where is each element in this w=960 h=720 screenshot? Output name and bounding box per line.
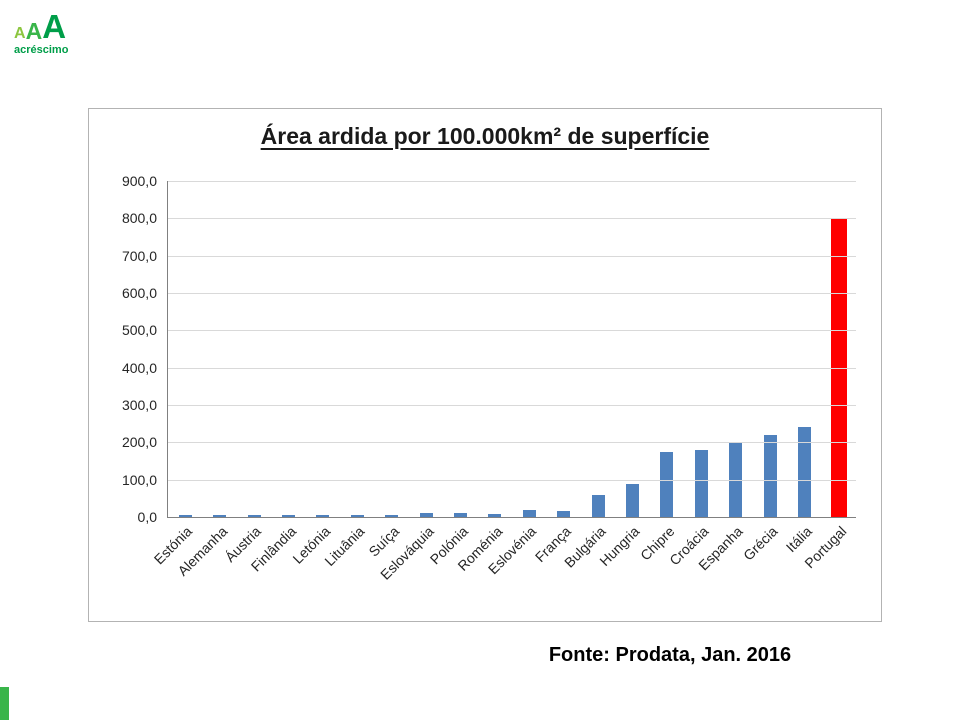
- logo-letter-large: A: [42, 8, 67, 45]
- bar-áustria: [247, 515, 261, 517]
- gridline: [168, 479, 856, 481]
- bar-alemanha: [213, 515, 227, 517]
- logo-letter-small: A: [14, 25, 26, 43]
- y-axis-tick-label: 500,0: [121, 322, 157, 339]
- bar-slot: [650, 451, 684, 517]
- bar-grécia: [763, 434, 777, 517]
- acrescimo-logo: A A A acréscimo: [14, 8, 69, 56]
- bar-slot: [512, 510, 546, 517]
- green-corner-decoration: [0, 687, 9, 720]
- bar-lituânia: [350, 515, 364, 517]
- logo-letters: A A A: [14, 8, 68, 45]
- plot-area: [167, 181, 856, 518]
- y-axis-tick-label: 100,0: [121, 471, 157, 488]
- gridline: [168, 442, 856, 444]
- logo-letter-medium: A: [25, 18, 43, 44]
- source-caption: Fonte: Prodata, Jan. 2016: [548, 644, 792, 666]
- bar-eslovénia: [522, 510, 536, 517]
- bar-slot: [202, 515, 236, 517]
- y-axis-tick-label: 400,0: [121, 359, 157, 376]
- bar-slot: [443, 513, 477, 517]
- gridline: [168, 293, 856, 294]
- x-axis-labels: Estónia Alemanha Áustria Finlândia Letónia Li…: [151, 517, 855, 621]
- bar-slot: [168, 515, 202, 517]
- y-axis-tick-label: 900,0: [121, 173, 157, 189]
- y-axis-tick-label: 300,0: [121, 397, 157, 413]
- bar-slot: [409, 513, 443, 517]
- chart-title: Área ardida por 100.000km² de superfície: [260, 123, 710, 149]
- bar-bulgária: [591, 494, 605, 517]
- bar-slot: [478, 514, 512, 517]
- y-axis-tick-label: 800,0: [121, 210, 157, 227]
- bar-letónia: [316, 515, 330, 517]
- y-axis-tick-label: 0,0: [137, 509, 157, 525]
- bar-polónia: [453, 513, 467, 517]
- gridline: [168, 405, 856, 406]
- gridline: [168, 255, 856, 257]
- bar-croácia: [694, 449, 708, 517]
- bar-slot: [237, 515, 271, 517]
- bar-hungria: [625, 484, 639, 517]
- bar-slot: [546, 510, 580, 517]
- y-axis-tick-label: 600,0: [121, 285, 157, 301]
- bar-slot: [787, 427, 821, 517]
- x-axis-tick-label: Grécia: [739, 523, 781, 564]
- bar-slot: [374, 514, 408, 517]
- bar-slot: [340, 515, 374, 517]
- chart-frame: Área ardida por 100.000km² de superfície…: [88, 108, 882, 622]
- bar-slot: [615, 484, 649, 517]
- bars-container: [168, 181, 856, 517]
- bar-frança: [557, 510, 571, 517]
- bar-itália: [798, 427, 812, 517]
- bar-slot: [753, 434, 787, 517]
- bar-suíça: [385, 514, 399, 517]
- bar-estónia: [178, 515, 192, 517]
- bar-finlândia: [281, 515, 295, 517]
- bar-roménia: [488, 514, 502, 517]
- bar-slot: [684, 449, 718, 517]
- bar-chipre: [660, 451, 674, 517]
- y-axis-tick-label: 700,0: [121, 247, 157, 264]
- bar-eslováquia: [419, 513, 433, 517]
- bar-slot: [581, 494, 615, 517]
- bar-slot: [306, 515, 340, 517]
- y-axis-tick-label: 200,0: [121, 434, 157, 451]
- gridline: [168, 367, 856, 369]
- bar-slot: [271, 515, 305, 517]
- gridline: [168, 181, 856, 182]
- gridline: [168, 218, 856, 220]
- logo-caption: acréscimo: [14, 43, 69, 56]
- gridline: [168, 330, 856, 332]
